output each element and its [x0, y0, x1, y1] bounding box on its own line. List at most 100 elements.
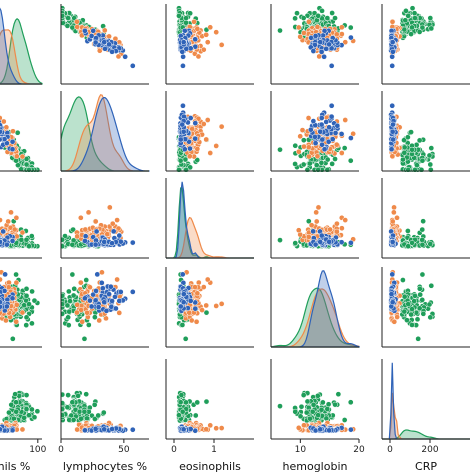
point-blue — [325, 138, 332, 145]
point-orange — [213, 29, 220, 36]
point-orange — [203, 302, 210, 309]
point-orange — [195, 279, 202, 286]
point-green — [194, 399, 201, 406]
point-blue — [312, 134, 318, 140]
point-blue — [93, 228, 100, 235]
point-orange — [297, 133, 304, 140]
point-blue — [180, 299, 187, 306]
point-orange — [313, 209, 320, 216]
point-orange — [338, 150, 345, 156]
point-green — [298, 403, 305, 410]
point-green — [417, 291, 424, 298]
point-green — [292, 408, 299, 415]
point-green — [409, 5, 416, 12]
panel-lymphocytes-vs-lymphocytes — [61, 94, 150, 172]
point-blue — [122, 53, 129, 60]
point-green — [427, 15, 434, 21]
point-green — [427, 166, 434, 172]
point-green — [404, 317, 410, 323]
point-orange — [74, 301, 81, 308]
panel-lymphocytes-vs-neutrophils — [0, 115, 41, 172]
point-green — [92, 416, 98, 422]
point-orange — [207, 150, 214, 156]
point-blue — [117, 238, 124, 245]
point-orange — [0, 276, 3, 283]
point-green — [187, 10, 193, 17]
point-orange — [305, 115, 312, 121]
point-blue — [4, 303, 10, 310]
point-green — [85, 322, 92, 328]
point-green — [95, 412, 102, 419]
point-green — [401, 144, 408, 151]
point-green — [29, 288, 35, 295]
point-green — [14, 129, 21, 136]
point-blue — [389, 53, 396, 60]
point-green — [61, 412, 66, 419]
point-orange — [333, 141, 340, 148]
point-orange — [3, 317, 9, 324]
panel-hemoglobin-vs-neutrophils — [0, 269, 41, 342]
point-orange — [213, 303, 220, 309]
point-green — [61, 12, 66, 19]
point-green — [416, 137, 423, 144]
point-green — [61, 243, 66, 250]
point-green — [176, 412, 182, 419]
point-green — [21, 302, 27, 309]
point-green — [70, 417, 77, 423]
point-green — [419, 297, 426, 303]
panel-neutrophils-vs-eosinophils — [176, 5, 225, 69]
point-green — [69, 24, 76, 31]
point-green — [405, 167, 412, 172]
point-green — [300, 15, 307, 21]
point-blue — [94, 271, 101, 278]
point-green — [92, 314, 98, 321]
point-blue — [389, 239, 396, 245]
point-blue — [389, 39, 396, 46]
point-green — [23, 161, 30, 168]
point-orange — [74, 426, 81, 433]
point-blue — [348, 34, 354, 41]
point-green — [405, 12, 412, 19]
point-blue — [323, 119, 330, 125]
point-green — [292, 142, 299, 149]
point-green — [300, 392, 307, 398]
point-green — [183, 167, 189, 172]
point-orange — [0, 310, 3, 316]
point-green — [401, 308, 408, 315]
point-orange — [203, 426, 210, 433]
point-green — [81, 335, 88, 342]
point-green — [13, 408, 20, 415]
panel-eosinophils-vs-lymphocytes — [61, 204, 136, 250]
point-blue — [348, 426, 354, 433]
point-orange — [99, 269, 105, 276]
point-green — [78, 415, 84, 422]
panel-hemoglobin-vs-hemoglobin — [271, 270, 360, 348]
point-orange — [85, 209, 92, 216]
point-green — [176, 12, 182, 19]
point-green — [277, 146, 283, 153]
point-orange — [295, 24, 302, 31]
point-green — [347, 24, 354, 31]
point-blue — [390, 48, 396, 55]
point-green — [69, 399, 76, 406]
point-green — [347, 157, 354, 164]
point-green — [29, 406, 35, 413]
point-green — [314, 392, 321, 399]
point-green — [8, 401, 15, 408]
point-green — [69, 271, 76, 278]
point-green — [341, 417, 348, 423]
point-green — [81, 408, 88, 415]
point-green — [23, 292, 30, 299]
point-blue — [317, 39, 324, 46]
point-green — [335, 391, 342, 398]
point-green — [420, 218, 426, 225]
point-orange — [84, 309, 90, 316]
point-green — [9, 335, 16, 342]
point-blue — [390, 121, 396, 128]
point-orange — [0, 115, 3, 121]
point-green — [23, 285, 30, 292]
point-green — [415, 335, 421, 342]
point-blue — [109, 240, 115, 247]
point-green — [203, 309, 210, 316]
point-orange — [204, 276, 211, 283]
